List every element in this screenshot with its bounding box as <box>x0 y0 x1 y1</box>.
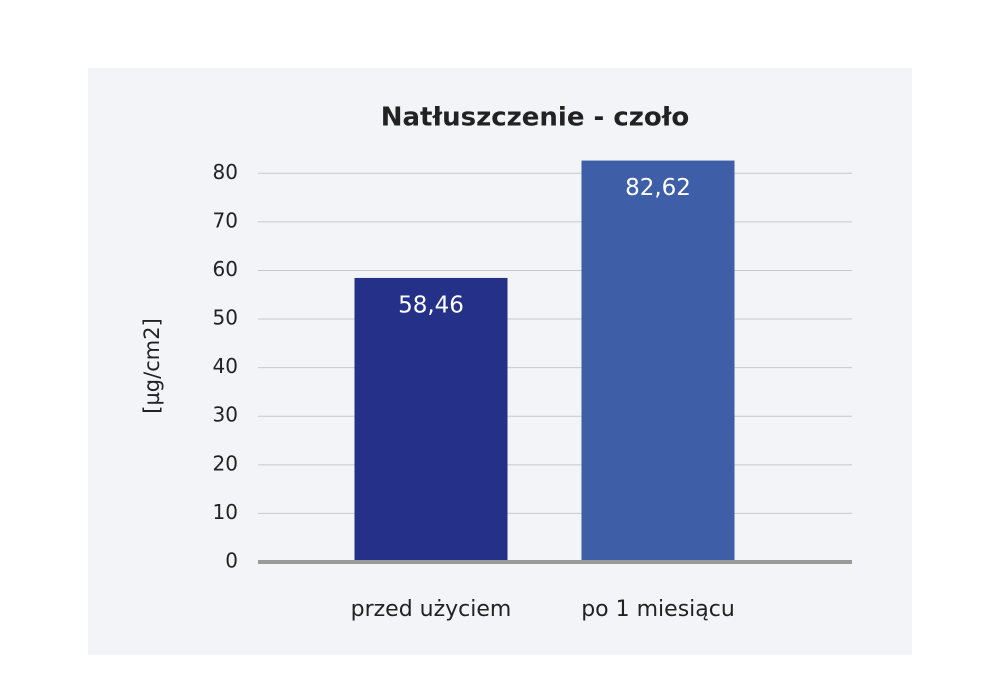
y-tick-label: 80 <box>213 160 238 184</box>
y-tick-label: 20 <box>213 451 238 475</box>
chart-title: Natłuszczenie - czoło <box>381 103 690 133</box>
y-tick-label: 10 <box>213 500 238 524</box>
value-label: 82,62 <box>625 175 691 201</box>
y-tick-label: 40 <box>213 354 238 378</box>
y-tick-label: 30 <box>213 403 238 427</box>
y-tick-label: 0 <box>225 549 238 573</box>
y-tick-label: 60 <box>213 257 238 281</box>
x-tick-label: po 1 miesiącu <box>581 597 735 622</box>
bar <box>354 277 508 562</box>
bar <box>581 160 735 562</box>
y-tick-label: 50 <box>213 306 238 330</box>
value-label: 58,46 <box>398 292 464 318</box>
x-tick-label: przed użyciem <box>351 597 512 622</box>
y-axis-label: [µg/cm2] <box>140 318 164 414</box>
y-tick-label: 70 <box>213 208 238 232</box>
